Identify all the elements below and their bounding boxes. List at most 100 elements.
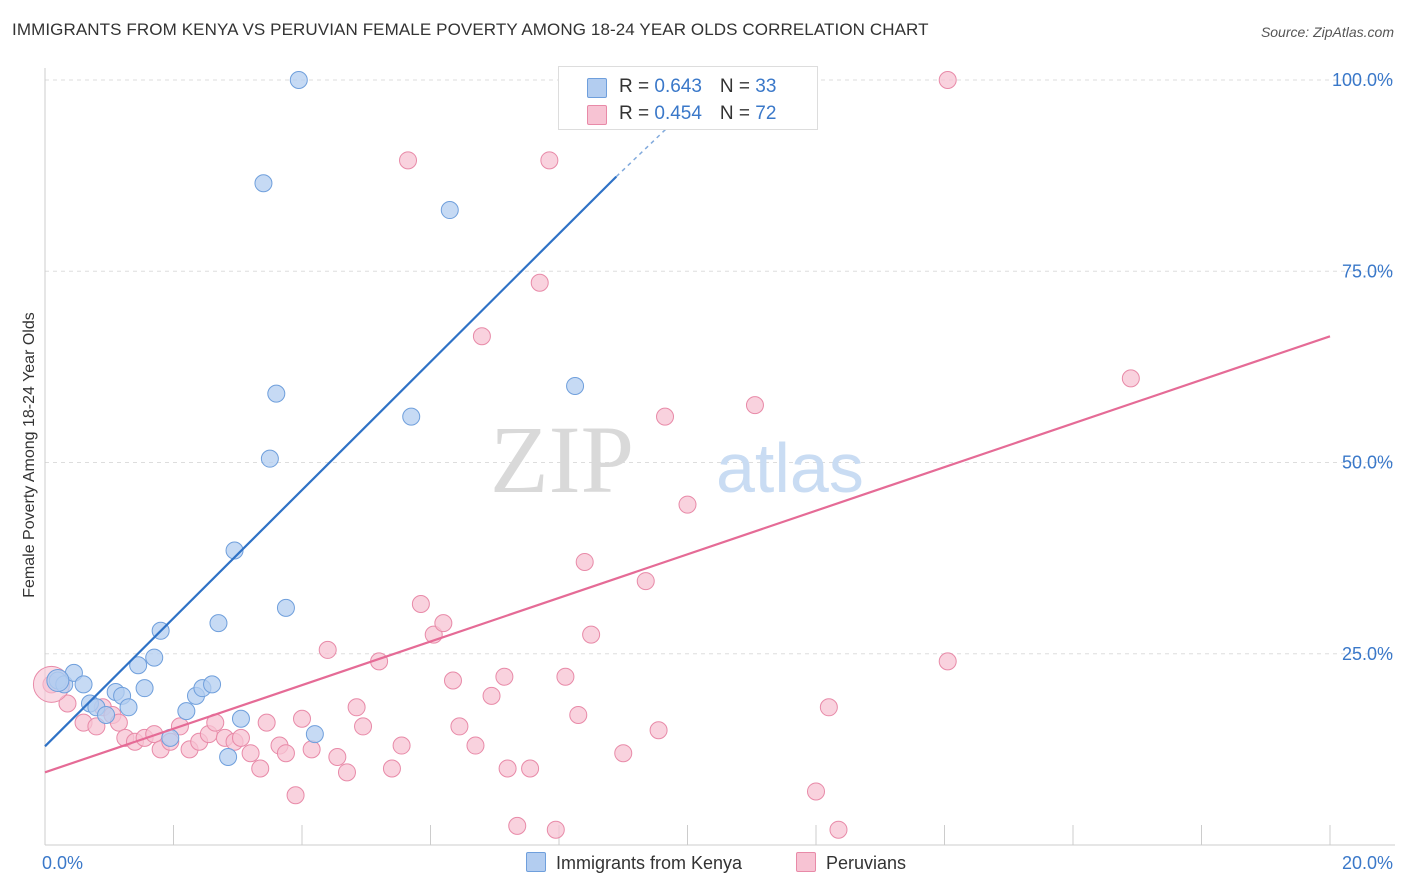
pink-point-40 [434,614,453,633]
pink-point-52 [546,820,565,839]
bottom-kenya-label: Immigrants from Kenya [556,853,743,873]
trend-lines [44,83,1331,774]
blue-point-12 [145,648,164,667]
peru-trend-line [44,335,1331,774]
blue-point-26 [276,598,295,617]
y-tick-label-2: 75.0% [1342,261,1393,281]
blue-point-15 [177,702,196,721]
peru-swatch [587,105,607,125]
bottom-legend-kenya: Immigrants from Kenya [526,852,742,874]
pink-point-45 [482,686,501,705]
blue-point-28 [305,725,324,744]
pink-point-61 [678,495,697,514]
legend-peru-text: R = 0.454 N = 72 [619,103,776,125]
pink-point-20 [231,728,250,747]
pink-point-27 [293,709,311,728]
y-tick-label-3: 100.0% [1332,70,1393,90]
blue-point-30 [440,201,459,220]
pink-point-21 [241,744,260,763]
kenya-trend-line [44,175,618,748]
pink-point-36 [392,736,411,755]
pink-point-25 [276,744,295,763]
blue-point-18 [203,675,222,694]
pink-point-58 [636,572,655,591]
grid-lines [45,79,1395,655]
blue-point-9 [119,698,138,717]
pink-point-38 [411,595,430,614]
x-tick-label-0: 0.0% [42,853,83,873]
correlation-legend: R = 0.643 N = 33 R = 0.454 N = 72 [558,66,818,130]
blue-point-31 [566,377,585,395]
bottom-peru-label: Peruvians [826,853,907,873]
pink-point-28 [302,740,321,759]
pink-point-33 [354,717,373,736]
source-label: Source: ZipAtlas.com [1260,24,1394,40]
pink-point-42 [450,717,469,736]
legend-kenya-text: R = 0.643 N = 33 [619,76,776,98]
pink-point-56 [582,625,601,644]
pink-point-22 [251,759,270,778]
pink-point-1 [58,694,77,713]
pink-point-65 [829,820,848,839]
blue-point-22 [231,709,250,728]
y-tick-label-0: 25.0% [1342,644,1393,664]
pink-point-31 [337,763,356,782]
pink-point-64 [819,698,838,717]
peru-r-value: 0.454 [654,103,702,124]
pink-point-47 [498,759,517,778]
blue-cluster-point [46,669,70,693]
kenya-n-value: 33 [755,76,777,97]
pink-point-59 [649,721,668,740]
pink-point-63 [807,782,825,801]
blue-point-21 [225,541,244,560]
blue-point-23 [254,174,273,193]
pink-point-54 [569,705,588,724]
watermark-atlas: atlas [716,429,864,507]
pink-point-44 [472,327,491,346]
peru-n-label: N = [719,103,756,124]
pink-point-60 [656,407,675,426]
kenya-r-value: 0.643 [654,76,702,97]
pink-point-46 [495,667,514,686]
pink-point-23 [257,713,276,732]
pink-point-3 [87,717,106,736]
blue-point-19 [209,614,228,633]
pink-point-37 [399,151,418,170]
blue-point-11 [135,679,154,698]
bottom-peru-swatch [796,852,816,872]
blue-point-25 [267,384,286,403]
kenya-r-label: R = [619,76,655,97]
peru-r-label: R = [619,103,655,124]
pink-point-62 [745,396,764,415]
chart-title: IMMIGRANTS FROM KENYA VS PERUVIAN FEMALE… [12,20,929,39]
pink-point-49 [521,759,540,778]
kenya-swatch [587,78,607,98]
kenya-points [46,71,697,767]
pink-point-66 [938,652,957,671]
y-axis-label: Female Poverty Among 18-24 Year Olds [21,312,38,598]
pink-point-53 [556,667,575,686]
pink-point-41 [443,671,462,690]
pink-point-55 [575,552,594,571]
peru-n-value: 72 [755,103,777,124]
pink-point-68 [1121,369,1140,388]
blue-point-29 [402,407,421,426]
pink-point-35 [382,759,401,778]
blue-point-3 [74,675,93,694]
blue-point-24 [260,449,279,468]
watermark-zip: ZIP [490,406,634,513]
kenya-trend-extension [615,83,714,178]
pink-point-30 [328,748,347,767]
pink-point-48 [508,816,527,835]
bottom-legend-peru: Peruvians [796,852,906,874]
pink-point-50 [530,273,549,292]
pink-point-57 [614,744,633,763]
pink-point-26 [286,786,305,805]
pink-point-29 [318,640,337,659]
pink-point-32 [347,698,366,717]
blue-point-6 [97,705,116,724]
pink-point-67 [938,71,957,89]
tick-labels: 25.0% 50.0% 75.0% 100.0% 0.0% 20.0% [42,70,1393,873]
bottom-kenya-swatch [526,852,546,872]
blue-point-10 [129,656,148,675]
